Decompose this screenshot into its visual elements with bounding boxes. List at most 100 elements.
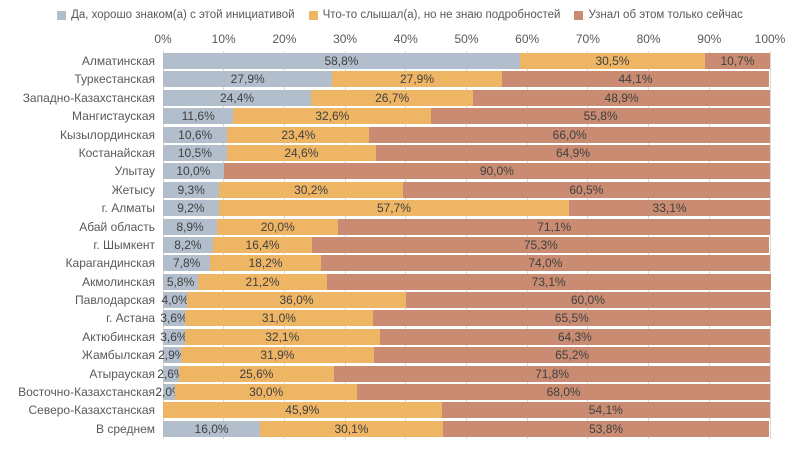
data-label: 5,8% — [166, 274, 195, 289]
bar-segment: 3,6% — [160, 310, 188, 327]
stacked-bar: 27,9% 27,9% 44,1% — [163, 71, 770, 88]
data-label: 30,0% — [249, 385, 284, 400]
data-label: 23,4% — [281, 127, 316, 142]
bar-segment: 55,8% — [431, 108, 770, 125]
x-axis: 0% 10% 20% 30% 40% 50% 60% 70% 80% 90% 100% — [154, 31, 785, 49]
axis-tick: 60% — [515, 32, 540, 46]
category-label: Улытау — [114, 164, 155, 179]
data-label: 4,0% — [161, 293, 189, 308]
axis-tick: 80% — [636, 32, 661, 46]
category-label: Мангистауская — [72, 109, 155, 124]
bar-segment: 60,5% — [402, 181, 770, 198]
chart-legend: Да, хорошо знаком(а) с этой инициативой … — [0, 0, 800, 21]
data-label: 53,8% — [589, 421, 624, 436]
chart-row: Улытау 10,0% 90,0% — [115, 163, 770, 180]
category-label: Восточно-Казахстанская — [18, 385, 155, 400]
data-label: 16,4% — [245, 237, 280, 252]
bar-segment: 32,1% — [184, 328, 380, 345]
category-label: Жетысу — [111, 182, 155, 197]
bar-segment: 64,3% — [379, 328, 770, 345]
bar-segment: 8,9% — [163, 218, 218, 235]
axis-tick: 30% — [333, 32, 358, 46]
bar-segment: 48,9% — [473, 89, 770, 106]
bar-segment: 30,1% — [260, 420, 443, 437]
bar-segment: 60,0% — [405, 292, 770, 309]
chart-row: Костанайская 10,5% 24,6% 64,9% — [79, 144, 770, 161]
axis-tick: 90% — [697, 32, 722, 46]
bar-segment: 21,2% — [198, 273, 327, 290]
chart-row: Алматинская 58,8% 30,5% 10,7% — [82, 53, 770, 69]
bar-segment: 57,7% — [218, 200, 570, 217]
stacked-bar: 24,4% 26,7% 48,9% — [163, 89, 770, 106]
stacked-bar: 2,9% 31,9% 65,2% — [158, 347, 770, 364]
data-label: 75,3% — [523, 237, 558, 252]
stacked-bar: 7,8% 18,2% 74,0% — [163, 255, 770, 272]
bar-segment: 24,4% — [163, 89, 312, 106]
bar-segment: 10,5% — [163, 144, 227, 161]
data-label: 7,8% — [172, 256, 201, 271]
stacked-bar: 10,0% 90,0% — [163, 163, 770, 180]
bar-segment: 30,5% — [519, 53, 706, 69]
bar-segment: 10,6% — [163, 126, 228, 143]
bar-segment: 27,9% — [332, 71, 502, 88]
data-label: 64,9% — [556, 145, 591, 160]
bar-segment: 3,6% — [160, 328, 188, 345]
stacked-bar: 3,6% 32,1% 64,3% — [160, 328, 770, 345]
legend-label-familiar: Да, хорошо знаком(а) с этой инициативой — [71, 9, 295, 21]
data-label: 9,3% — [177, 182, 205, 197]
data-label: 20,0% — [260, 219, 295, 234]
legend-item-just-learned: Узнал об этом только сейчас — [574, 9, 743, 21]
bar-segment: 31,0% — [184, 310, 373, 327]
data-label: 10,0% — [176, 164, 211, 179]
category-label: Актюбинская — [82, 329, 155, 344]
data-label: 73,1% — [531, 274, 566, 289]
data-label: 27,9% — [230, 72, 265, 87]
data-label: 30,1% — [334, 421, 369, 436]
category-label: Северо-Казахстанская — [28, 403, 155, 418]
bar-segment: 68,0% — [357, 384, 770, 401]
axis-tick: 50% — [454, 32, 479, 46]
chart-row: Актюбинская 3,6% 32,1% 64,3% — [82, 328, 770, 345]
legend-label-heard-something: Что-то слышал(а), но не знаю подробносте… — [322, 9, 561, 21]
bar-segment: 74,0% — [320, 255, 770, 272]
category-label: Кызылординская — [60, 127, 155, 142]
category-label: Карагандинская — [65, 256, 155, 271]
data-label: 66,0% — [552, 127, 587, 142]
chart-row: Абай область 8,9% 20,0% 71,1% — [79, 218, 770, 235]
data-label: 44,1% — [618, 72, 653, 87]
legend-item-familiar: Да, хорошо знаком(а) с этой инициативой — [57, 9, 295, 21]
bar-segment: 26,7% — [311, 89, 474, 106]
data-label: 36,0% — [279, 293, 314, 308]
bar-segment: 18,2% — [210, 255, 321, 272]
data-label: 8,2% — [174, 237, 202, 252]
bar-segment: 30,0% — [175, 384, 358, 401]
bar-segment: 31,9% — [180, 347, 375, 364]
data-label: 68,0% — [546, 385, 581, 400]
legend-swatch-heard-something-icon — [308, 10, 318, 20]
bar-segment: 16,4% — [212, 236, 313, 253]
data-label: 64,3% — [557, 329, 592, 344]
data-label: 21,2% — [245, 274, 280, 289]
data-label: 10,5% — [177, 145, 212, 160]
data-label: 24,4% — [220, 90, 255, 105]
chart-row: Кызылординская 10,6% 23,4% 66,0% — [60, 126, 770, 143]
chart-row: г. Шымкент 8,2% 16,4% 75,3% — [93, 236, 770, 253]
chart-row: Западно-Казахстанская 24,4% 26,7% 48,9% — [23, 89, 770, 106]
data-label: 71,1% — [537, 219, 572, 234]
chart-row: Атырауская 2,6% 25,6% 71,8% — [89, 365, 770, 382]
data-label: 8,9% — [176, 219, 204, 234]
data-label: 2,9% — [158, 348, 186, 363]
bar-segment: 10,7% — [705, 53, 770, 69]
stacked-bar: 9,2% 57,7% 33,1% — [163, 200, 770, 217]
legend-swatch-familiar-icon — [57, 10, 67, 20]
bar-segment: 30,2% — [219, 181, 403, 198]
bar-segment: 2,9% — [158, 347, 185, 364]
stacked-bar: 10,5% 24,6% 64,9% — [163, 144, 770, 161]
stacked-bar: 5,8% 21,2% 73,1% — [163, 273, 771, 290]
category-label: Абай область — [79, 219, 155, 234]
stacked-bar: 2,0% 30,0% 68,0% — [155, 384, 770, 401]
bar-segment: 64,9% — [376, 144, 770, 161]
category-label: В среднем — [96, 421, 155, 436]
bar-segment: 16,0% — [163, 420, 261, 437]
